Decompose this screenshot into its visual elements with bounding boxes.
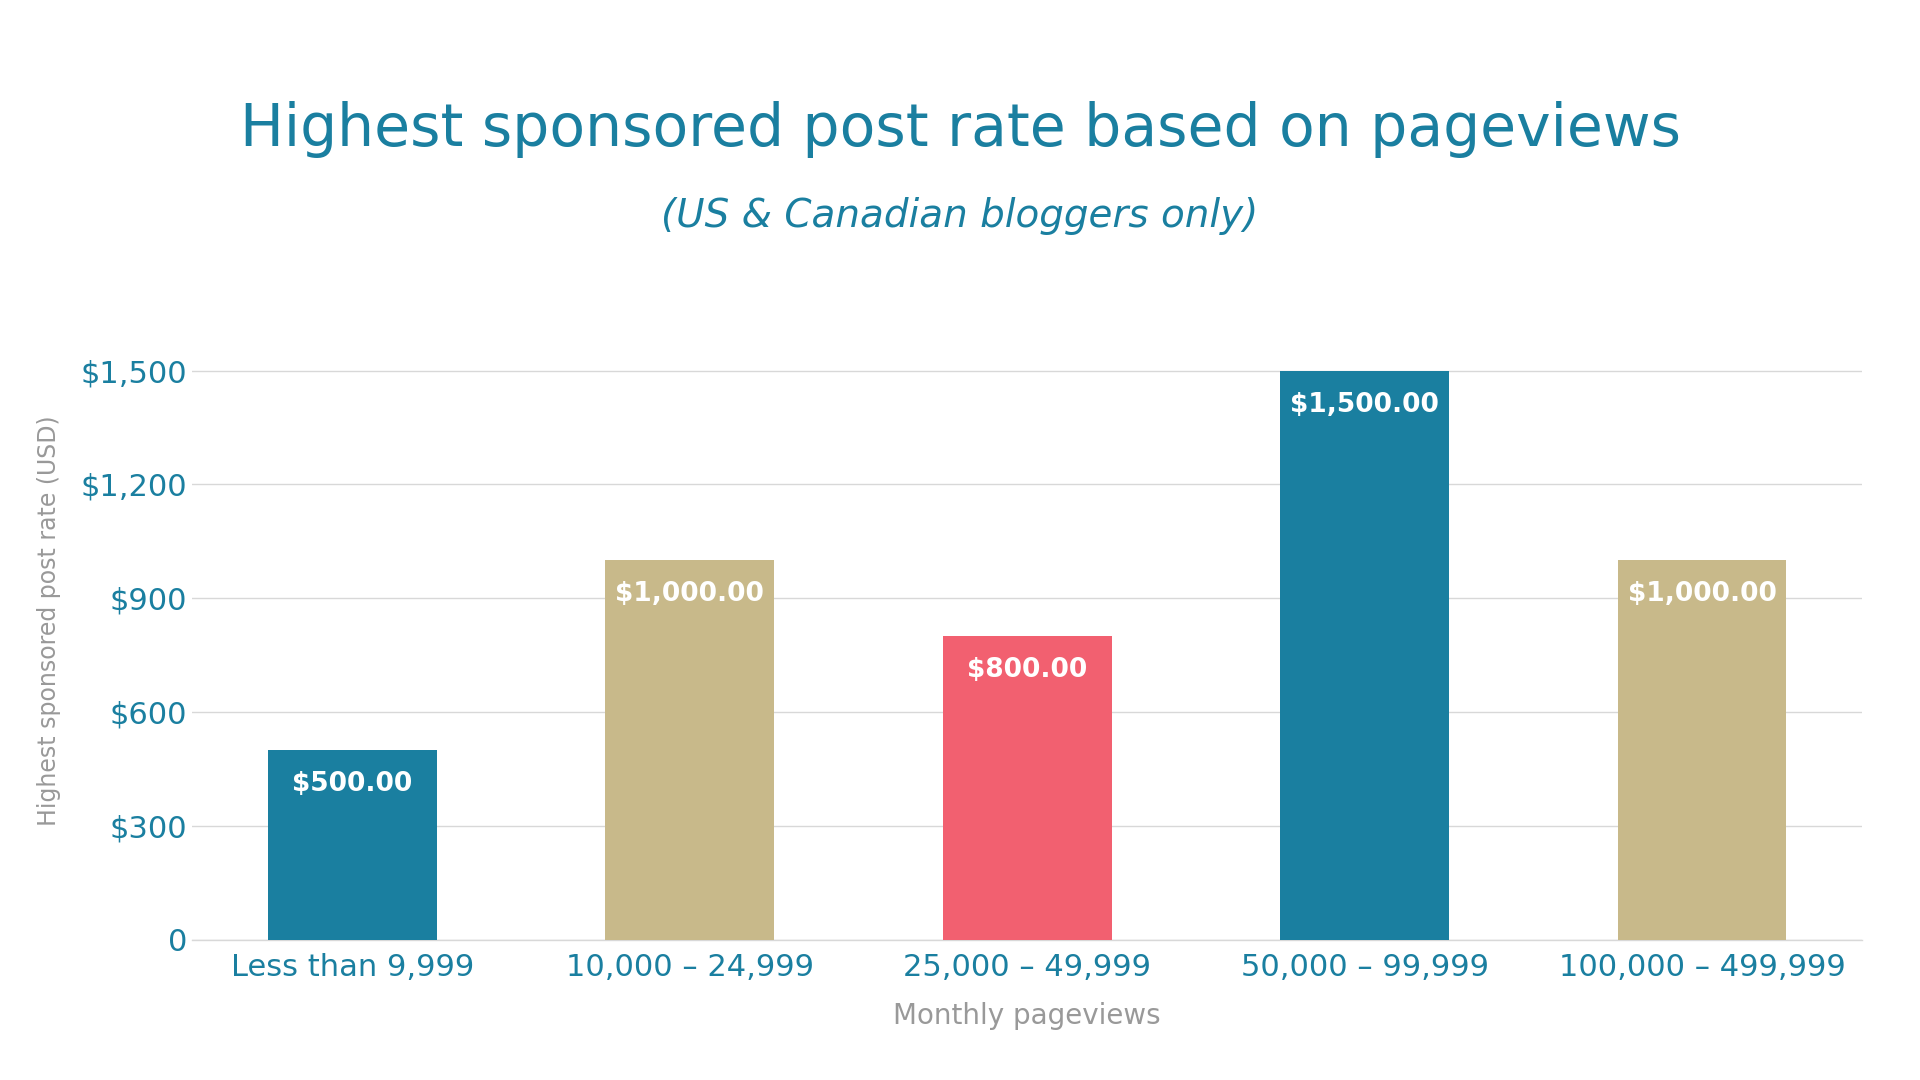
Text: $800.00: $800.00: [968, 657, 1087, 683]
Bar: [943, 636, 1112, 940]
X-axis label: Monthly pageviews: Monthly pageviews: [893, 1002, 1162, 1030]
Text: $1,000.00: $1,000.00: [614, 581, 764, 607]
Text: $500.00: $500.00: [292, 771, 413, 797]
Bar: [605, 561, 774, 940]
Bar: [1281, 370, 1450, 940]
Bar: [269, 750, 436, 940]
Bar: [1619, 561, 1786, 940]
Text: (US & Canadian bloggers only): (US & Canadian bloggers only): [660, 197, 1260, 235]
Text: $1,000.00: $1,000.00: [1628, 581, 1776, 607]
Text: Highest sponsored post rate based on pageviews: Highest sponsored post rate based on pag…: [240, 102, 1680, 158]
Text: $1,500.00: $1,500.00: [1290, 392, 1440, 418]
Y-axis label: Highest sponsored post rate (USD): Highest sponsored post rate (USD): [36, 416, 61, 826]
